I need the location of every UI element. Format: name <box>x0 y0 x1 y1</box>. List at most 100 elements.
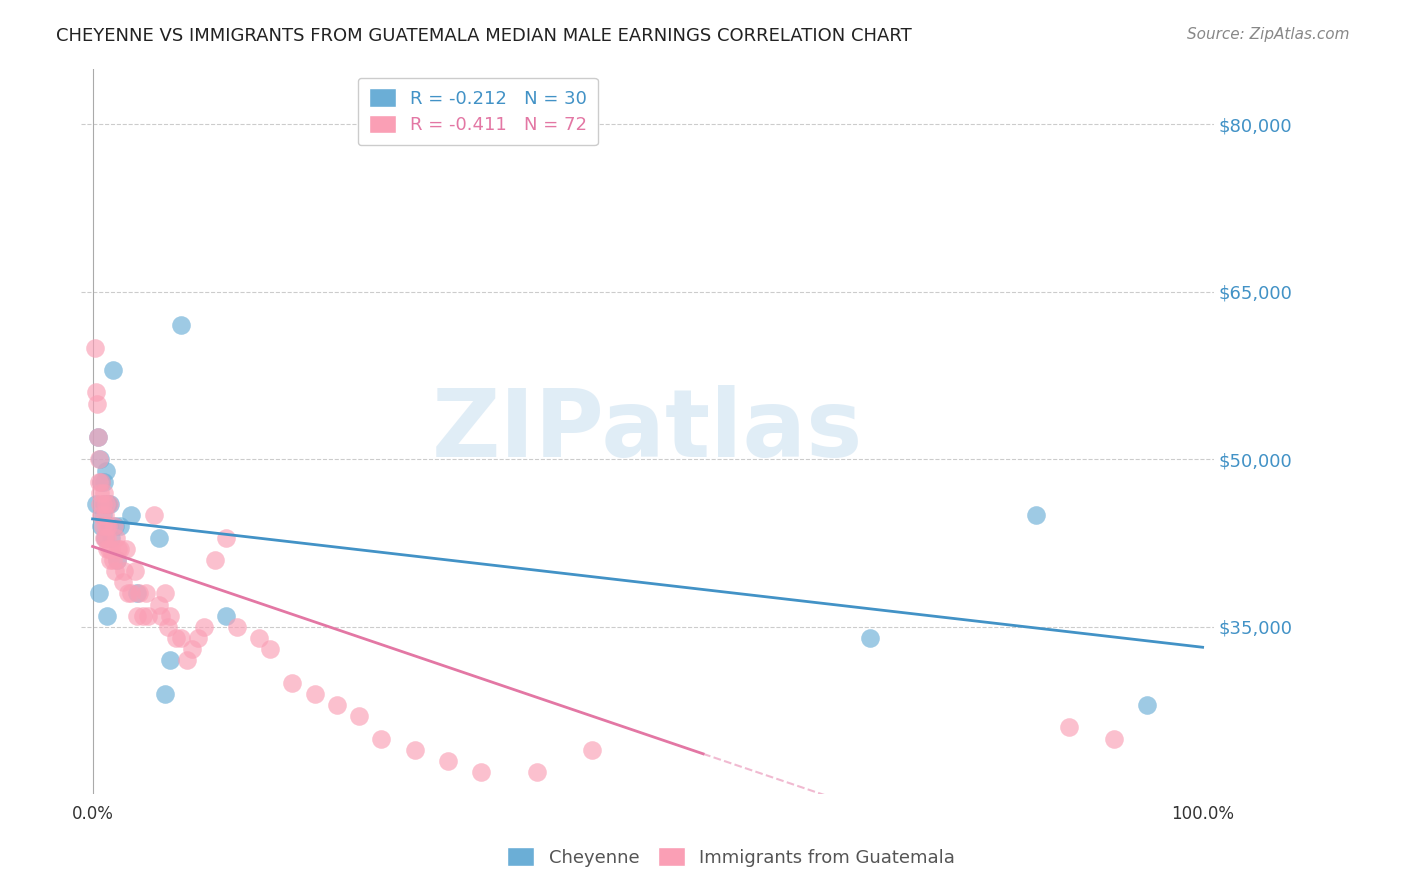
Text: CHEYENNE VS IMMIGRANTS FROM GUATEMALA MEDIAN MALE EARNINGS CORRELATION CHART: CHEYENNE VS IMMIGRANTS FROM GUATEMALA ME… <box>56 27 912 45</box>
Point <box>347 709 370 723</box>
Point <box>150 608 173 623</box>
Point <box>101 363 124 377</box>
Point <box>170 631 193 645</box>
Point <box>91 508 114 523</box>
Point <box>193 620 215 634</box>
Point <box>89 452 111 467</box>
Point <box>96 608 118 623</box>
Point <box>93 531 115 545</box>
Point <box>89 452 111 467</box>
Point <box>90 508 112 523</box>
Point <box>105 553 128 567</box>
Point <box>204 553 226 567</box>
Legend: Cheyenne, Immigrants from Guatemala: Cheyenne, Immigrants from Guatemala <box>501 840 962 874</box>
Legend: R = -0.212   N = 30, R = -0.411   N = 72: R = -0.212 N = 30, R = -0.411 N = 72 <box>357 78 598 145</box>
Point <box>100 541 122 556</box>
Point <box>98 553 121 567</box>
Point <box>159 653 181 667</box>
Point <box>90 519 112 533</box>
Point <box>170 318 193 333</box>
Point <box>89 497 111 511</box>
Point <box>98 541 121 556</box>
Point <box>136 608 159 623</box>
Point <box>84 497 107 511</box>
Point <box>176 653 198 667</box>
Point <box>1136 698 1159 712</box>
Point <box>94 508 117 523</box>
Point <box>101 553 124 567</box>
Point <box>215 531 238 545</box>
Point <box>98 497 121 511</box>
Point <box>120 508 142 523</box>
Point <box>89 475 111 489</box>
Point <box>104 531 127 545</box>
Point <box>110 519 132 533</box>
Point <box>94 519 117 533</box>
Point <box>110 541 132 556</box>
Point <box>91 519 114 533</box>
Point <box>153 687 176 701</box>
Point <box>181 642 204 657</box>
Point <box>94 531 117 545</box>
Point <box>470 765 492 780</box>
Point <box>96 541 118 556</box>
Point <box>215 608 238 623</box>
Point <box>94 531 117 545</box>
Point <box>165 631 187 645</box>
Point <box>100 531 122 545</box>
Point <box>370 731 392 746</box>
Point <box>90 475 112 489</box>
Point <box>115 541 138 556</box>
Point <box>87 430 110 444</box>
Point <box>128 586 150 600</box>
Point <box>104 519 127 533</box>
Point <box>104 564 127 578</box>
Point <box>112 564 135 578</box>
Point <box>98 497 121 511</box>
Point <box>526 765 548 780</box>
Point <box>91 497 114 511</box>
Point <box>135 586 157 600</box>
Point <box>281 675 304 690</box>
Point <box>148 598 170 612</box>
Point <box>84 385 107 400</box>
Point <box>107 541 129 556</box>
Text: ZIPatlas: ZIPatlas <box>432 385 863 477</box>
Point <box>96 531 118 545</box>
Point <box>1102 731 1125 746</box>
Point <box>1025 508 1047 523</box>
Point <box>259 642 281 657</box>
Point <box>98 519 121 533</box>
Point <box>436 754 458 768</box>
Point <box>404 742 426 756</box>
Point <box>93 486 115 500</box>
Text: Source: ZipAtlas.com: Source: ZipAtlas.com <box>1187 27 1350 42</box>
Point <box>86 396 108 410</box>
Point <box>105 553 128 567</box>
Point <box>159 608 181 623</box>
Point <box>89 486 111 500</box>
Point <box>87 430 110 444</box>
Point <box>304 687 326 701</box>
Point <box>103 519 125 533</box>
Point <box>131 608 153 623</box>
Point <box>94 497 117 511</box>
Point <box>83 341 105 355</box>
Point <box>89 586 111 600</box>
Point <box>93 497 115 511</box>
Point <box>97 519 120 533</box>
Point <box>125 608 148 623</box>
Point <box>120 586 142 600</box>
Point <box>142 508 165 523</box>
Point <box>326 698 349 712</box>
Point <box>581 742 603 756</box>
Point <box>187 631 209 645</box>
Point <box>153 586 176 600</box>
Point <box>225 620 247 634</box>
Point <box>125 586 148 600</box>
Point <box>859 631 882 645</box>
Point <box>247 631 270 645</box>
Point <box>157 620 180 634</box>
Point <box>90 475 112 489</box>
Point <box>1059 720 1081 734</box>
